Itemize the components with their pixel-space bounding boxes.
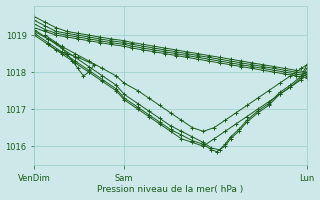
X-axis label: Pression niveau de la mer( hPa ): Pression niveau de la mer( hPa ) [98,185,244,194]
